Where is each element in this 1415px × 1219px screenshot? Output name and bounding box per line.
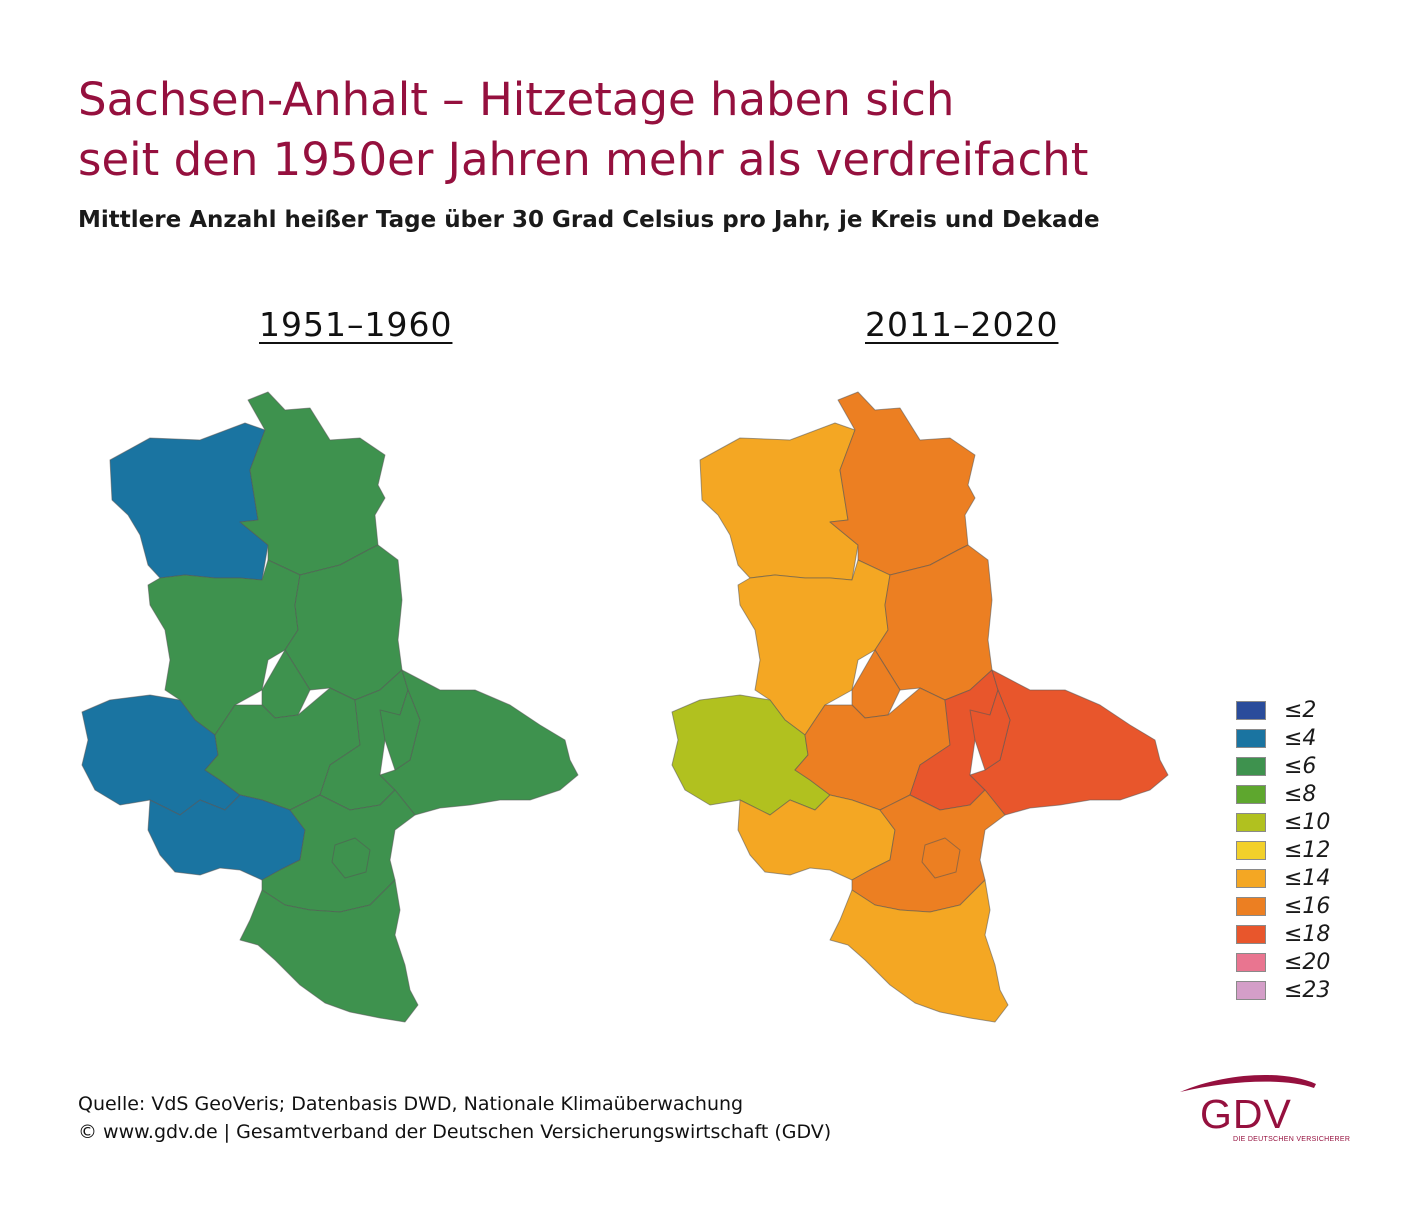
legend-item: ≤8 [1236, 780, 1366, 808]
legend-label: ≤20 [1284, 949, 1331, 975]
legend-swatch [1236, 868, 1266, 888]
legend-label: ≤2 [1284, 697, 1317, 723]
source-line-2: © www.gdv.de | Gesamtverband der Deutsch… [78, 1121, 832, 1143]
legend-swatch [1236, 784, 1266, 804]
district-halle [331, 837, 371, 879]
gdv-logo-subtext: DIE DEUTSCHEN VERSICHERER [1233, 1136, 1351, 1143]
legend-label: ≤23 [1284, 977, 1331, 1003]
legend-swatch [1236, 700, 1266, 720]
title-line-1: Sachsen-Anhalt – Hitzetage haben sich [78, 73, 955, 126]
district-burgenlandkreis [239, 879, 419, 1023]
legend-label: ≤18 [1284, 921, 1331, 947]
gdv-logo-swoosh [1180, 1074, 1316, 1092]
legend-label: ≤14 [1284, 865, 1331, 891]
district-dessau-rosslau [379, 689, 421, 771]
legend-label: ≤16 [1284, 893, 1331, 919]
legend: ≤2 ≤4 ≤6 ≤8 ≤10 ≤12 ≤14 ≤16 ≤18 ≤20 ≤23 [1236, 696, 1366, 1004]
legend-swatch [1236, 728, 1266, 748]
district-dessau-rosslau [969, 689, 1011, 771]
legend-swatch [1236, 840, 1266, 860]
map-period-label-right: 2011–2020 [865, 305, 1059, 344]
legend-item: ≤4 [1236, 724, 1366, 752]
legend-label: ≤12 [1284, 837, 1331, 863]
gdv-logo-text: GDV [1200, 1091, 1292, 1137]
source-note: Quelle: VdS GeoVeris; Datenbasis DWD, Na… [78, 1090, 831, 1146]
legend-label: ≤6 [1284, 753, 1317, 779]
district-altmarkkreis-salzwedel [699, 422, 859, 581]
district-altmarkkreis-salzwedel [109, 422, 269, 581]
district-burgenlandkreis [829, 879, 1009, 1023]
legend-swatch [1236, 924, 1266, 944]
legend-label: ≤8 [1284, 781, 1317, 807]
legend-item: ≤12 [1236, 836, 1366, 864]
district-halle [921, 837, 961, 879]
map-2011-2020 [671, 391, 1169, 1023]
page-title: Sachsen-Anhalt – Hitzetage haben sich se… [78, 70, 1278, 190]
legend-item: ≤20 [1236, 948, 1366, 976]
legend-label: ≤4 [1284, 725, 1317, 751]
district-boerde [147, 559, 301, 736]
legend-item: ≤14 [1236, 864, 1366, 892]
legend-label: ≤10 [1284, 809, 1331, 835]
legend-item: ≤6 [1236, 752, 1366, 780]
map-1951-1960 [81, 391, 579, 1023]
legend-item: ≤2 [1236, 696, 1366, 724]
legend-swatch [1236, 952, 1266, 972]
legend-swatch [1236, 756, 1266, 776]
title-line-2: seit den 1950er Jahren mehr als verdreif… [78, 133, 1089, 186]
legend-item: ≤23 [1236, 976, 1366, 1004]
legend-swatch [1236, 896, 1266, 916]
legend-item: ≤10 [1236, 808, 1366, 836]
legend-swatch [1236, 812, 1266, 832]
page-subtitle: Mittlere Anzahl heißer Tage über 30 Grad… [78, 207, 1100, 233]
map-period-label-left: 1951–1960 [259, 305, 453, 344]
legend-swatch [1236, 980, 1266, 1000]
legend-item: ≤16 [1236, 892, 1366, 920]
source-line-1: Quelle: VdS GeoVeris; Datenbasis DWD, Na… [78, 1093, 744, 1115]
district-boerde [737, 559, 891, 736]
legend-item: ≤18 [1236, 920, 1366, 948]
